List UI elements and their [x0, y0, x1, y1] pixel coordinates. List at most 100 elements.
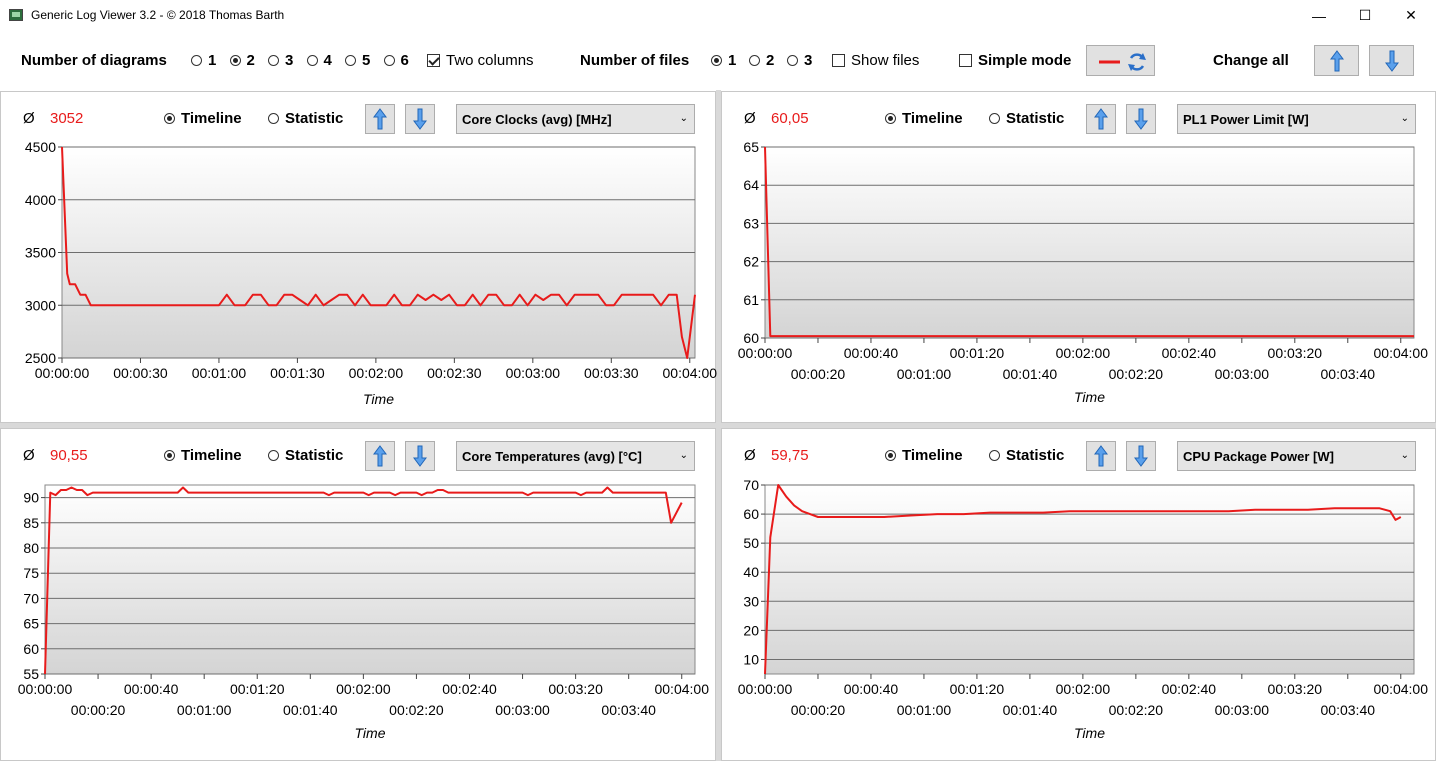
- y-tick-label: 70: [743, 477, 759, 493]
- files-radio-3[interactable]: 3: [787, 52, 812, 69]
- diagrams-radio-5[interactable]: 5: [345, 52, 370, 69]
- timeline-radio[interactable]: Timeline: [885, 447, 963, 464]
- sensor-selected: PL1 Power Limit [W]: [1183, 112, 1309, 127]
- simple-mode-checkbox[interactable]: Simple mode: [959, 52, 1071, 69]
- panel-up-button[interactable]: [1086, 441, 1116, 471]
- panel-down-button[interactable]: [1126, 441, 1156, 471]
- diagrams-radio-2[interactable]: 2: [229, 52, 255, 69]
- files-radio-2[interactable]: 2: [749, 52, 774, 69]
- simple-mode-label: Simple mode: [978, 52, 1072, 69]
- radio-icon: [306, 55, 318, 66]
- y-tick-label: 50: [743, 535, 759, 551]
- arrow-up-icon: [1094, 108, 1108, 130]
- sensor-dropdown[interactable]: CPU Package Power [W] ⌄: [1177, 441, 1416, 471]
- diagrams-radio-1[interactable]: 1: [191, 52, 216, 69]
- y-tick-label: 64: [743, 177, 759, 193]
- timeline-label: Timeline: [181, 447, 242, 464]
- line-chart: 2500 3000 3500 4000 4500 00:00:00 00:00:30 00:0…: [25, 139, 717, 407]
- x-tick-label: 00:03:20: [1268, 681, 1323, 697]
- app-icon: [9, 9, 23, 21]
- change-all-up-button[interactable]: [1314, 45, 1359, 76]
- x-tick-label: 00:00:30: [113, 365, 168, 381]
- arrow-down-icon: [1134, 445, 1148, 467]
- statistic-radio[interactable]: Statistic: [268, 110, 343, 127]
- series-line: [44, 486, 683, 675]
- panel-up-button[interactable]: [365, 104, 395, 134]
- radio-icon: [711, 55, 722, 66]
- radio-icon: [383, 55, 395, 66]
- files-radio-1[interactable]: 1: [711, 52, 736, 69]
- timeline-label: Timeline: [902, 110, 963, 127]
- line-style-button[interactable]: [1086, 45, 1155, 76]
- series-line: [61, 146, 696, 359]
- radio-icon: [885, 450, 896, 461]
- show-files-checkbox[interactable]: Show files: [832, 52, 919, 69]
- checkbox-icon: [427, 54, 440, 67]
- diagrams-radio-4[interactable]: 4: [306, 52, 332, 69]
- x-tick-label: 00:01:40: [1003, 702, 1058, 718]
- window-title: Generic Log Viewer 3.2 - © 2018 Thomas B…: [31, 8, 285, 22]
- x-tick-label: 00:01:30: [270, 365, 325, 381]
- statistic-radio[interactable]: Statistic: [989, 447, 1064, 464]
- y-tick-label: 85: [23, 515, 39, 531]
- change-all-down-button[interactable]: [1369, 45, 1414, 76]
- line-chart: 10 20 30 40 50 60 70 00:00:00 00:00:20 00:00:40 00…: [738, 477, 1428, 741]
- sensor-dropdown[interactable]: Core Temperatures (avg) [°C] ⌄: [456, 441, 695, 471]
- change-all-label: Change all: [1213, 52, 1289, 69]
- files-radio-label: 3: [804, 52, 813, 69]
- radio-icon: [191, 55, 202, 66]
- plot-area: [44, 484, 696, 675]
- timeline-radio[interactable]: Timeline: [885, 110, 963, 127]
- x-tick-label: 00:02:20: [1109, 366, 1164, 382]
- x-tick-label: 00:04:00: [1374, 681, 1429, 697]
- average-symbol: Ø: [23, 447, 35, 464]
- y-tick-label: 65: [23, 616, 39, 632]
- x-tick-label: 00:03:00: [495, 702, 550, 718]
- sensor-dropdown[interactable]: Core Clocks (avg) [MHz] ⌄: [456, 104, 695, 134]
- diagrams-radio-label: 2: [246, 52, 255, 69]
- diagrams-radio-3[interactable]: 3: [268, 52, 293, 69]
- diagrams-radio-6[interactable]: 6: [383, 52, 409, 69]
- x-tick-label: 00:03:40: [601, 702, 656, 718]
- panel-down-button[interactable]: [405, 441, 435, 471]
- close-button[interactable]: ✕: [1405, 7, 1417, 23]
- timeline-radio[interactable]: Timeline: [164, 110, 242, 127]
- horizontal-splitter[interactable]: [0, 423, 1436, 428]
- plot-area: [764, 484, 1415, 675]
- radio-icon: [885, 113, 896, 124]
- checkbox-icon: [959, 54, 972, 67]
- maximize-button[interactable]: ☐: [1358, 7, 1372, 23]
- y-tick-label: 30: [743, 593, 759, 609]
- statistic-radio[interactable]: Statistic: [989, 110, 1064, 127]
- x-tick-label: 00:01:20: [950, 345, 1005, 361]
- x-tick-label: 00:02:00: [1056, 681, 1111, 697]
- x-tick-label: 00:00:40: [844, 345, 899, 361]
- x-tick-label: 00:01:40: [283, 702, 338, 718]
- x-tick-label: 00:03:00: [1215, 366, 1270, 382]
- y-tick-label: 63: [743, 215, 759, 231]
- panel-up-button[interactable]: [1086, 104, 1116, 134]
- y-tick-label: 3000: [25, 297, 56, 313]
- diagrams-radio-label: 4: [323, 52, 332, 69]
- x-tick-label: 00:03:20: [548, 681, 603, 697]
- x-tick-label: 00:02:40: [442, 681, 497, 697]
- timeline-radio[interactable]: Timeline: [164, 447, 242, 464]
- show-files-label: Show files: [851, 52, 920, 69]
- panel-down-button[interactable]: [1126, 104, 1156, 134]
- panel-down-button[interactable]: [405, 104, 435, 134]
- panel-up-button[interactable]: [365, 441, 395, 471]
- sensor-dropdown[interactable]: PL1 Power Limit [W] ⌄: [1177, 104, 1416, 134]
- radio-icon: [268, 55, 279, 66]
- statistic-radio[interactable]: Statistic: [268, 447, 343, 464]
- y-tick-label: 61: [743, 292, 759, 308]
- radio-icon: [164, 450, 175, 461]
- radio-icon: [989, 113, 1000, 124]
- arrow-up-icon: [1329, 49, 1344, 71]
- statistic-label: Statistic: [285, 110, 344, 127]
- two-columns-checkbox[interactable]: Two columns: [427, 52, 534, 69]
- arrow-down-icon: [413, 445, 427, 467]
- radio-icon: [989, 450, 1000, 461]
- minimize-button[interactable]: —: [1312, 7, 1326, 24]
- x-tick-label: 00:02:30: [427, 365, 482, 381]
- x-tick-label: 00:02:40: [1162, 345, 1217, 361]
